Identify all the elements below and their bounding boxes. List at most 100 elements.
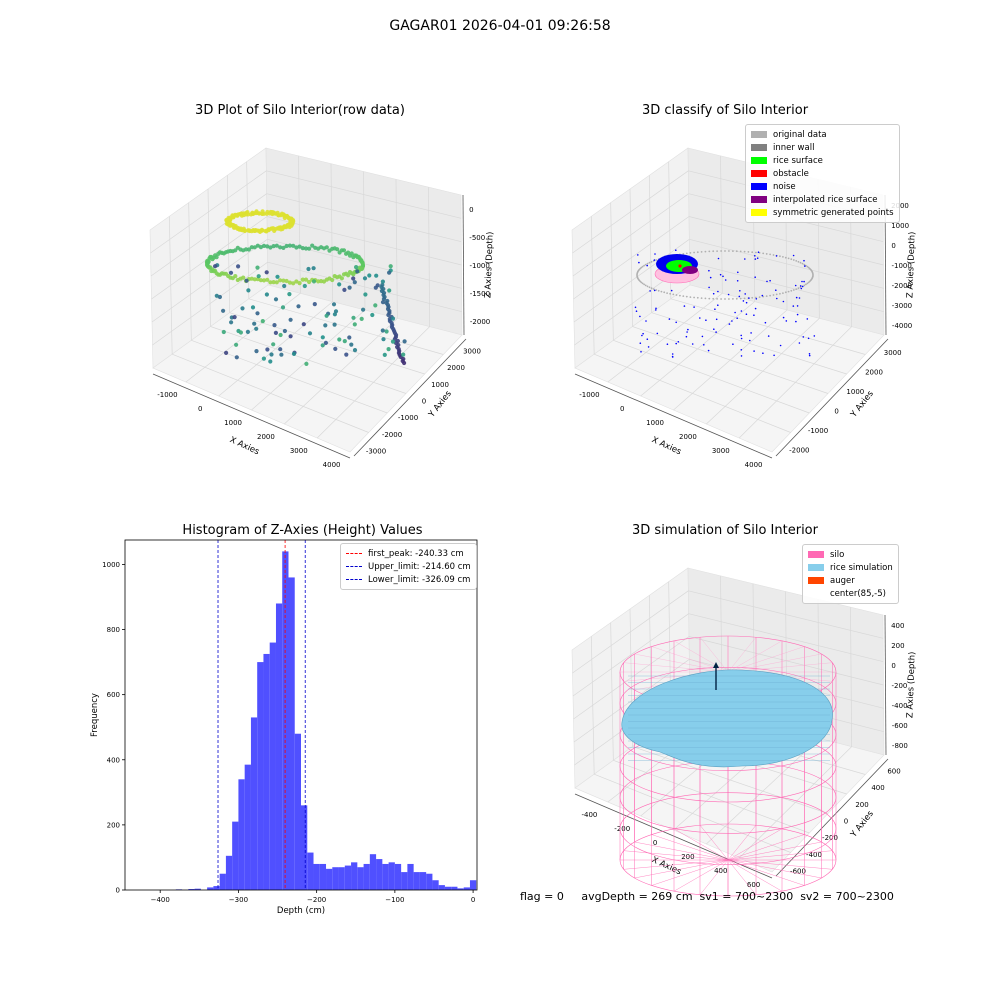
noise-point: [785, 320, 788, 322]
z-axis-line: [462, 194, 465, 336]
data-point: [261, 211, 266, 216]
data-point: [402, 360, 407, 366]
data-point: [232, 315, 237, 320]
x-axis-line: [152, 373, 351, 459]
original-data-point: [779, 292, 781, 295]
data-point: [312, 302, 317, 307]
noise-point: [800, 287, 803, 290]
data-point: [240, 306, 245, 311]
data-point: [264, 292, 269, 297]
silo-floor-line: [727, 859, 833, 870]
data-point: [291, 243, 296, 248]
data-point: [244, 278, 249, 283]
noise-point: [701, 335, 704, 338]
noise-point: [740, 337, 743, 340]
data-point: [236, 264, 241, 269]
original-data-point: [712, 250, 715, 253]
silo-floor-line: [727, 841, 822, 861]
original-data-point: [669, 292, 671, 295]
status-footer: flag = 0 avgDepth = 269 cm sv1 = 700~230…: [520, 890, 894, 903]
noise-point: [709, 276, 712, 279]
noise-point: [634, 306, 637, 309]
data-point: [347, 270, 353, 275]
data-point: [287, 292, 292, 297]
noise-point: [803, 259, 805, 262]
x-tick-label: 4000: [745, 461, 763, 469]
y-tick-label: -1000: [398, 414, 418, 422]
histogram-bar: [463, 887, 470, 890]
data-point: [375, 283, 380, 288]
noise-point: [668, 318, 671, 320]
z-tick-label: 200: [891, 642, 904, 650]
noise-point: [687, 328, 689, 331]
noise-point: [775, 289, 777, 292]
histogram-bar: [351, 862, 358, 890]
histogram-bar: [369, 854, 377, 890]
data-point: [271, 342, 276, 347]
data-point: [332, 274, 337, 279]
noise-point: [653, 259, 656, 261]
y-tick-label: 1000: [102, 561, 120, 569]
data-point: [273, 297, 279, 302]
legend-swatch: [751, 196, 767, 203]
x-tick-label: 3000: [290, 447, 308, 455]
data-point: [342, 339, 347, 344]
original-data-point: [700, 297, 703, 299]
data-point: [252, 321, 257, 326]
data-point: [352, 322, 357, 327]
original-data-point: [696, 251, 699, 254]
original-data-point: [724, 298, 726, 300]
silo-top-line: [727, 637, 757, 673]
noise-point: [717, 290, 719, 293]
z-tick-label: -2000: [892, 282, 912, 290]
data-point: [256, 274, 261, 279]
x-tick-label: −100: [385, 896, 404, 904]
original-data-point: [747, 251, 750, 253]
legend-swatch: [808, 577, 824, 584]
legend-label: rice surface: [773, 155, 823, 166]
interpolated-surface-cluster: [682, 266, 698, 274]
histogram-bar: [263, 653, 270, 890]
noise-point: [764, 321, 767, 324]
x-tick-label: 2000: [679, 433, 697, 441]
histogram-bar: [294, 733, 301, 890]
silo-floor-line: [673, 859, 729, 892]
data-point: [278, 245, 283, 250]
legend-entry: Lower_limit: -326.09 cm: [346, 573, 471, 586]
legend-label: rice simulation: [830, 562, 893, 573]
y-tick-label: 3000: [884, 349, 902, 357]
silo-floor-line: [634, 859, 729, 879]
original-data-point: [803, 263, 806, 266]
legend-label: noise: [773, 181, 796, 192]
silo-top-line: [727, 653, 822, 673]
noise-point: [693, 306, 695, 308]
noise-point: [803, 280, 805, 283]
silo-floor-line: [623, 859, 729, 870]
y-tick-label: -600: [790, 868, 806, 876]
noise-point: [686, 331, 688, 333]
original-data-point: [797, 260, 800, 263]
silo-floor-line: [727, 859, 822, 879]
data-point: [324, 245, 329, 250]
histogram-bar: [363, 863, 370, 890]
y-tick-label: -2000: [789, 446, 809, 454]
data-point: [255, 265, 260, 270]
noise-point: [744, 293, 746, 295]
silo-floor-line: [651, 834, 729, 861]
z-tick-label: -500: [469, 234, 485, 242]
silo-floor-line: [623, 850, 729, 861]
data-point: [333, 309, 339, 314]
data-point: [254, 326, 259, 331]
data-point: [234, 342, 239, 347]
noise-point: [754, 255, 756, 257]
original-data-point: [739, 250, 742, 253]
x-tick-label: 4000: [323, 461, 341, 469]
z-tick-label: -800: [892, 742, 908, 750]
data-point: [359, 316, 364, 321]
data-point: [274, 243, 279, 248]
noise-point: [719, 273, 722, 276]
data-point: [272, 323, 277, 328]
silo-top-line: [727, 640, 783, 673]
original-data-point: [657, 289, 660, 292]
noise-point: [796, 305, 799, 307]
